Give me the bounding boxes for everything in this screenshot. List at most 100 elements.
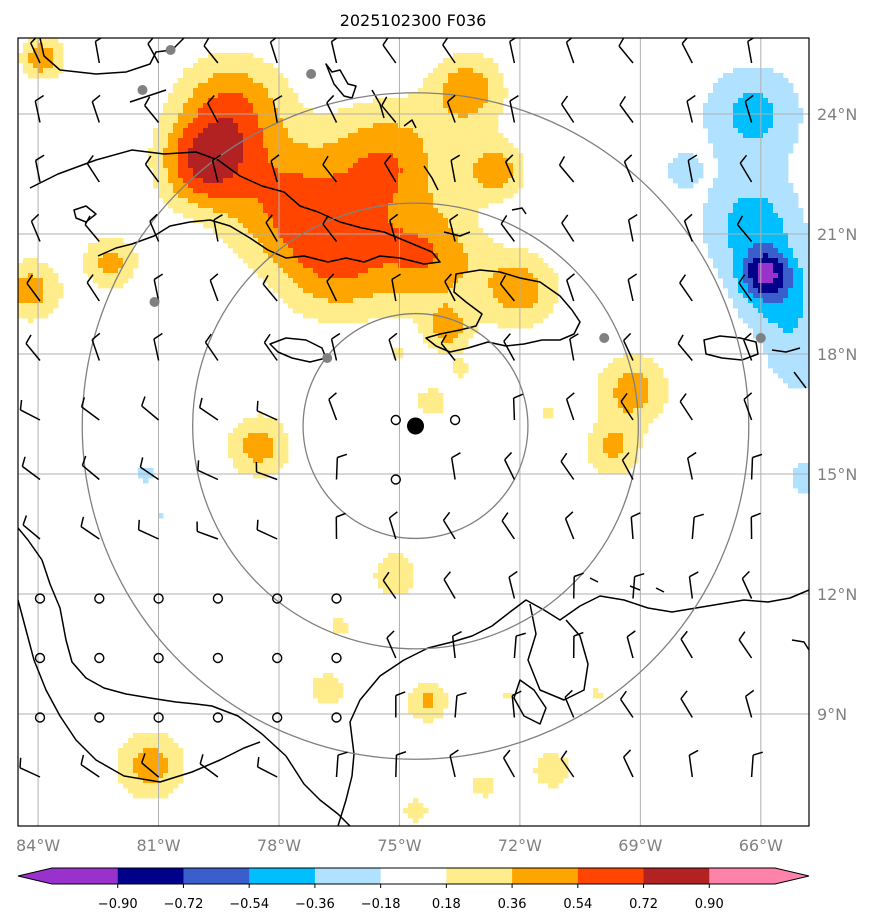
field-cell [403, 268, 409, 274]
field-cell [613, 383, 619, 389]
field-cell [253, 83, 259, 89]
field-cell [443, 103, 449, 109]
field-cell [308, 243, 314, 249]
field-cell [748, 113, 754, 119]
field-cell [268, 243, 274, 249]
field-cell [123, 253, 129, 259]
field-cell [263, 273, 269, 279]
field-cell [778, 308, 784, 314]
field-cell [58, 53, 64, 59]
field-cell [233, 188, 239, 194]
field-cell [258, 83, 264, 89]
field-cell [228, 453, 234, 459]
field-cell [598, 463, 604, 469]
field-cell [198, 108, 204, 114]
field-cell [413, 713, 419, 719]
field-cell [523, 288, 529, 294]
field-cell [543, 753, 549, 759]
field-cell [723, 173, 729, 179]
field-cell [413, 303, 419, 309]
field-cell [198, 198, 204, 204]
field-cell [313, 313, 319, 319]
field-cell [163, 783, 169, 789]
field-cell [248, 108, 254, 114]
field-cell [678, 178, 684, 184]
field-cell [468, 58, 474, 64]
field-cell [463, 163, 469, 169]
field-cell [503, 93, 509, 99]
field-cell [253, 138, 259, 144]
field-cell [423, 88, 429, 94]
field-cell [398, 293, 404, 299]
field-cell [168, 743, 174, 749]
field-cell [733, 68, 739, 74]
field-cell [773, 328, 779, 334]
field-cell [248, 183, 254, 189]
field-cell [523, 293, 529, 299]
field-cell [428, 133, 434, 139]
field-cell [353, 138, 359, 144]
field-cell [358, 223, 364, 229]
field-cell [283, 443, 289, 449]
field-cell [158, 163, 164, 169]
field-cell [468, 98, 474, 104]
field-cell [703, 218, 709, 224]
field-cell [623, 408, 629, 414]
field-cell [748, 128, 754, 134]
field-cell [178, 153, 184, 159]
field-cell [528, 308, 534, 314]
field-cell [278, 133, 284, 139]
field-cell [483, 298, 489, 304]
field-cell [53, 68, 59, 74]
field-cell [258, 458, 264, 464]
field-cell [213, 183, 219, 189]
field-cell [373, 123, 379, 129]
field-cell [433, 193, 439, 199]
field-cell [103, 263, 109, 269]
field-cell [433, 73, 439, 79]
field-cell [768, 323, 774, 329]
field-cell [273, 443, 279, 449]
field-cell [498, 83, 504, 89]
field-cell [313, 173, 319, 179]
field-cell [478, 193, 484, 199]
field-cell [343, 313, 349, 319]
field-cell [393, 113, 399, 119]
field-cell [263, 233, 269, 239]
field-cell [193, 138, 199, 144]
field-cell [323, 153, 329, 159]
field-cell [593, 693, 599, 699]
field-cell [503, 298, 509, 304]
field-cell [433, 398, 439, 404]
field-cell [408, 293, 414, 299]
field-cell [233, 53, 239, 59]
field-cell [213, 53, 219, 59]
field-cell [358, 183, 364, 189]
field-cell [768, 218, 774, 224]
field-cell [783, 88, 789, 94]
field-cell [603, 393, 609, 399]
field-cell [363, 103, 369, 109]
field-cell [108, 253, 114, 259]
field-cell [408, 123, 414, 129]
field-cell [228, 203, 234, 209]
field-cell [313, 118, 319, 124]
field-cell [283, 253, 289, 259]
field-cell [433, 298, 439, 304]
field-cell [268, 463, 274, 469]
field-cell [243, 153, 249, 159]
field-cell [718, 253, 724, 259]
field-cell [333, 163, 339, 169]
field-cell [363, 118, 369, 124]
field-cell [348, 223, 354, 229]
field-cell [233, 133, 239, 139]
field-cell [468, 323, 474, 329]
field-cell [358, 163, 364, 169]
field-cell [443, 133, 449, 139]
field-cell [708, 218, 714, 224]
field-cell [468, 78, 474, 84]
field-cell [323, 128, 329, 134]
field-cell [248, 468, 254, 474]
field-cell [773, 213, 779, 219]
field-cell [203, 148, 209, 154]
